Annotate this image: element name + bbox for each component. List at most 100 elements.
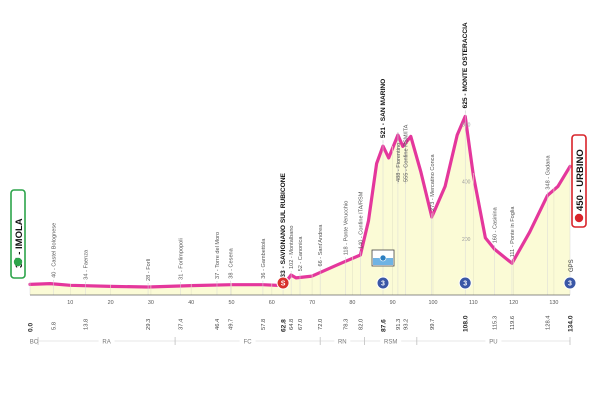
place-label: 348 - Gadana	[545, 155, 551, 190]
km-label: 57.8	[261, 319, 267, 330]
km-label: 46.4	[215, 318, 221, 330]
san-marino-flag-icon	[371, 249, 395, 267]
key-place-label: 625 - MONTE OSTERACCIA	[462, 22, 469, 108]
km-label: 99.7	[430, 319, 436, 330]
km-label: 91.3	[396, 319, 402, 330]
place-label: 140 - Confine ITA/RSM	[358, 191, 364, 249]
scale-tick-label: 130	[549, 300, 558, 306]
km-label: 128.4	[545, 315, 551, 330]
km-label: 49.7	[228, 319, 234, 330]
start-name: IMOLA	[14, 218, 25, 249]
km-label: 29.3	[146, 319, 152, 330]
km-gridlines	[29, 113, 571, 296]
region-label: RN	[338, 340, 347, 346]
region-label-bg	[98, 336, 115, 346]
finish-name: URBINO	[575, 149, 586, 186]
km-label: 78.3	[344, 319, 350, 330]
place-label: 118 - Ponte Verucchio	[344, 201, 350, 256]
finish-badge-label: 450 - URBINO	[575, 149, 586, 211]
place-label: 555 - Confine RSM/ITA	[404, 124, 410, 182]
altitude-guide-label: 400	[462, 180, 471, 186]
region-label-bg	[26, 336, 43, 346]
km-label: 72.0	[318, 319, 324, 330]
km-label: 82.0	[358, 319, 364, 330]
region-label-bg	[485, 336, 502, 346]
key-place-label: 521 - SAN MARINO	[380, 79, 387, 138]
kom-marker-icon	[458, 276, 472, 290]
sprint-marker-icon	[276, 276, 290, 290]
finish-altitude: 450	[575, 195, 586, 211]
scale-tick-label: 120	[509, 300, 518, 306]
region-label: RA	[102, 340, 110, 346]
altitude-guide-label: 200	[462, 237, 471, 243]
finish-gps-tag: GPS	[569, 259, 575, 272]
profile-area	[30, 116, 570, 296]
scale-tick-label: 40	[188, 300, 194, 306]
km-major-label: 62.8	[280, 319, 287, 332]
place-label: 40 - Castel Bolognese	[51, 223, 57, 278]
km-label: 67.0	[298, 319, 304, 330]
start-flag-icon	[13, 257, 23, 267]
marker-glyph: 3	[381, 281, 385, 288]
km-major-label: 87.6	[380, 319, 387, 332]
km-label: 37.4	[179, 318, 185, 330]
scale-tick-label: 70	[309, 300, 315, 306]
km-major-label: 134.0	[567, 315, 574, 332]
place-label: 36 - Gambettola	[261, 238, 267, 279]
place-label: 273 - Mercatino Conca	[430, 154, 436, 211]
place-label: 102 - Montalbano	[289, 225, 295, 269]
place-label: 111 - Ponte in Foglia	[510, 206, 516, 258]
finish-badge: 450 - URBINO	[571, 134, 587, 228]
finish-badge-frame	[571, 134, 587, 228]
kom-marker-icon	[376, 276, 390, 290]
region-label-bg	[239, 336, 256, 346]
scale-tick-label: 50	[228, 300, 234, 306]
km-label: 119.6	[510, 316, 516, 330]
scale-tick-label: 110	[469, 300, 478, 306]
start-badge: 37 - IMOLA	[10, 189, 26, 279]
place-label: 52 - Canonica	[298, 236, 304, 272]
region-label: RSM	[384, 340, 397, 346]
km-major-label: 0.0	[27, 323, 34, 332]
km-axis: 10 20 30 40 50 60 70 80 90 100 110 120 130 5.8 13.8 29.…	[27, 300, 574, 332]
marker-glyph: S	[281, 281, 286, 288]
marker-glyph: 3	[463, 281, 467, 288]
altitude-guide-label: 600	[462, 123, 471, 129]
region-label: FC	[244, 340, 253, 346]
place-label: 31 - Forlimpopoli	[179, 238, 185, 280]
place-label: 34 - Faenza	[84, 249, 90, 280]
place-labels: 40 - Castel Bolognese 34 - Faenza 28 - For…	[51, 22, 551, 284]
km-label: 13.8	[84, 319, 90, 330]
place-label: 37 - Torre del Moro	[215, 232, 221, 279]
marker-glyph: 3	[568, 281, 572, 288]
region-label: PU	[489, 340, 497, 346]
start-badge-frame	[10, 189, 26, 279]
kom-marker-icon	[563, 276, 577, 290]
scale-tick-label: 90	[390, 300, 396, 306]
scale-tick-label: 20	[108, 300, 114, 306]
place-label: 160 - Casinina	[493, 206, 499, 243]
km-major-label: 108.0	[463, 315, 470, 332]
region-strip: BO RA FC RN RSM PU	[26, 336, 571, 346]
km-label: 115.3	[493, 316, 499, 330]
scale-tick-label: 80	[349, 300, 355, 306]
scale-tick-label: 10	[67, 300, 73, 306]
place-label: 38 - Cesena	[228, 247, 234, 278]
km-label: 5.8	[51, 322, 57, 330]
km-label: 64.8	[289, 319, 295, 330]
region-label-bg	[334, 336, 351, 346]
scale-tick-label: 100	[428, 300, 437, 306]
place-label: 488 - Fiorentino	[396, 143, 402, 182]
scale-tick-label: 30	[148, 300, 154, 306]
finish-flag-icon	[574, 213, 584, 223]
region-label-bg	[380, 336, 402, 346]
place-label: 28 - Forlì	[146, 258, 152, 281]
scale-tick-label: 60	[269, 300, 275, 306]
km-label: 93.2	[404, 319, 410, 330]
key-place-label: 33 - SAVIGNANO SUL RUBICONE	[280, 172, 287, 277]
region-label: BO	[30, 340, 39, 346]
stage-markers: S 3 3 3	[276, 249, 577, 290]
place-label: 66 - Sant'Andrea	[318, 224, 324, 267]
